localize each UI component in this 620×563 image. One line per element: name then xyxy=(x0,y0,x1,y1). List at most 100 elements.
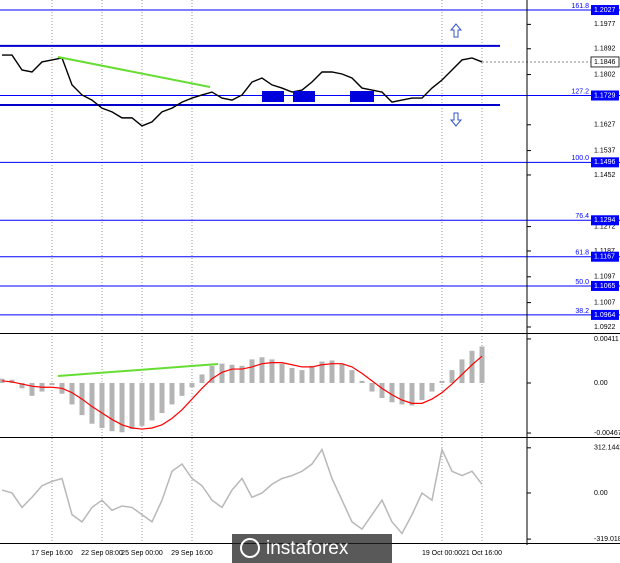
histogram-bar xyxy=(49,382,55,386)
arrow-up xyxy=(449,23,463,38)
histogram-bar xyxy=(29,382,35,396)
watermark-logo xyxy=(240,538,260,558)
histogram-bar xyxy=(359,380,365,383)
histogram-bar xyxy=(409,382,415,406)
level-price-label: 1.1496 xyxy=(594,159,616,166)
histogram-bar xyxy=(199,374,205,383)
fib-level-label: 76.4 xyxy=(575,213,589,220)
histogram-bar xyxy=(99,382,105,428)
level-price-label: 1.1065 xyxy=(594,283,616,290)
marker-box xyxy=(262,91,284,102)
histogram-bar xyxy=(189,382,195,388)
histogram-bar xyxy=(89,382,95,424)
histogram-bar xyxy=(389,382,395,403)
y-tick-label: 1.1977 xyxy=(594,21,616,28)
histogram-bar xyxy=(69,382,75,405)
data-line xyxy=(1,355,483,430)
histogram-bar xyxy=(209,365,215,383)
histogram-bar xyxy=(239,365,245,383)
histogram-bar xyxy=(479,346,485,383)
level-price-label: 1.2027 xyxy=(594,7,616,14)
y-tick-label: 0.00 xyxy=(594,490,608,497)
x-tick-label: 25 Sep 00:00 xyxy=(121,550,163,557)
level-price-label: 1.1167 xyxy=(594,254,615,261)
histogram-bar xyxy=(439,380,445,383)
histogram-bar xyxy=(279,363,285,383)
x-tick-label: 17 Sep 16:00 xyxy=(31,550,73,557)
level-price-box xyxy=(591,5,619,16)
y-tick-label: 1.1007 xyxy=(594,299,616,306)
histogram-bar xyxy=(269,359,275,383)
current-price-label: 1.1846 xyxy=(594,59,616,66)
labels: 1.1977 1.1892 1.1802 1.1627 1.1537 1.1452 1.12… xyxy=(31,3,620,557)
divergence-line xyxy=(57,56,211,88)
marker-box xyxy=(293,91,315,102)
level-price-label: 1.1294 xyxy=(594,217,616,224)
current-price-box xyxy=(590,56,620,68)
histogram-bar xyxy=(399,382,405,405)
histogram-bar xyxy=(219,363,225,383)
y-tick-label: 1.1537 xyxy=(594,147,616,154)
histogram-bar xyxy=(169,382,175,405)
y-tick-label: -0.00467 xyxy=(594,430,620,437)
histogram-bar xyxy=(449,370,455,383)
marker-box xyxy=(350,91,374,102)
grid xyxy=(51,0,531,543)
histogram-bar xyxy=(229,364,235,383)
histogram-bar xyxy=(429,382,435,392)
histogram-bar xyxy=(319,361,325,383)
x-tick-label: 19 Oct 00:00 xyxy=(422,550,462,557)
data-line xyxy=(1,447,483,535)
fib-level-label: 161.8 xyxy=(571,3,589,10)
histogram-bar xyxy=(309,365,315,383)
histogram-bar xyxy=(349,370,355,383)
y-tick-label: 1.1097 xyxy=(594,274,616,281)
histogram-bar xyxy=(329,360,335,383)
x-tick-label: 29 Sep 16:00 xyxy=(171,550,213,557)
divergence-line xyxy=(57,363,219,377)
level-price-label: 1.1729 xyxy=(594,92,616,99)
level-price-label: 1.0964 xyxy=(594,312,616,319)
marks xyxy=(0,9,620,535)
fib-level-label: 127.2 xyxy=(571,88,589,95)
histogram-bar xyxy=(19,382,25,389)
y-tick-label: 1.1627 xyxy=(594,122,616,129)
histogram-bar xyxy=(419,382,425,401)
histogram-bar xyxy=(299,370,305,383)
watermark: instaforex xyxy=(266,538,349,559)
histogram-bar xyxy=(369,382,375,392)
y-tick-label: 1.1272 xyxy=(594,223,616,230)
y-tick-label: 312.1442 xyxy=(594,445,620,452)
fib-level-label: 61.8 xyxy=(575,250,589,257)
histogram-bar xyxy=(459,359,465,383)
histogram-bar xyxy=(149,382,155,421)
histogram-bar xyxy=(139,382,145,426)
y-tick-label: 1.0922 xyxy=(594,324,616,331)
histogram-bar xyxy=(249,359,255,383)
y-tick-label: 1.1802 xyxy=(594,71,616,78)
fib-level-label: 100.0 xyxy=(571,155,589,162)
histogram-bar xyxy=(179,382,185,396)
y-tick-label: 1.1892 xyxy=(594,46,616,53)
histogram-bar xyxy=(129,382,135,430)
level-price-box xyxy=(591,215,619,226)
y-tick-label: 0.00411 xyxy=(594,336,619,343)
y-tick-label: 0.00 xyxy=(594,380,608,387)
level-price-box xyxy=(591,280,619,291)
histogram-bar xyxy=(159,382,165,413)
data-line xyxy=(2,54,483,127)
x-tick-label: 21 Oct 16:00 xyxy=(462,550,502,557)
histogram-bar xyxy=(469,350,475,383)
y-tick-label: 1.1452 xyxy=(594,172,616,179)
histogram-bar xyxy=(289,367,295,383)
histogram-bar xyxy=(119,382,125,433)
histogram-bar xyxy=(339,363,345,383)
level-price-box xyxy=(591,90,619,101)
histogram-bar xyxy=(379,382,385,398)
fib-level-label: 50.0 xyxy=(575,279,589,286)
level-price-box xyxy=(591,251,619,262)
x-tick-label: 22 Sep 08:00 xyxy=(81,550,123,557)
histogram-bar xyxy=(259,357,265,383)
